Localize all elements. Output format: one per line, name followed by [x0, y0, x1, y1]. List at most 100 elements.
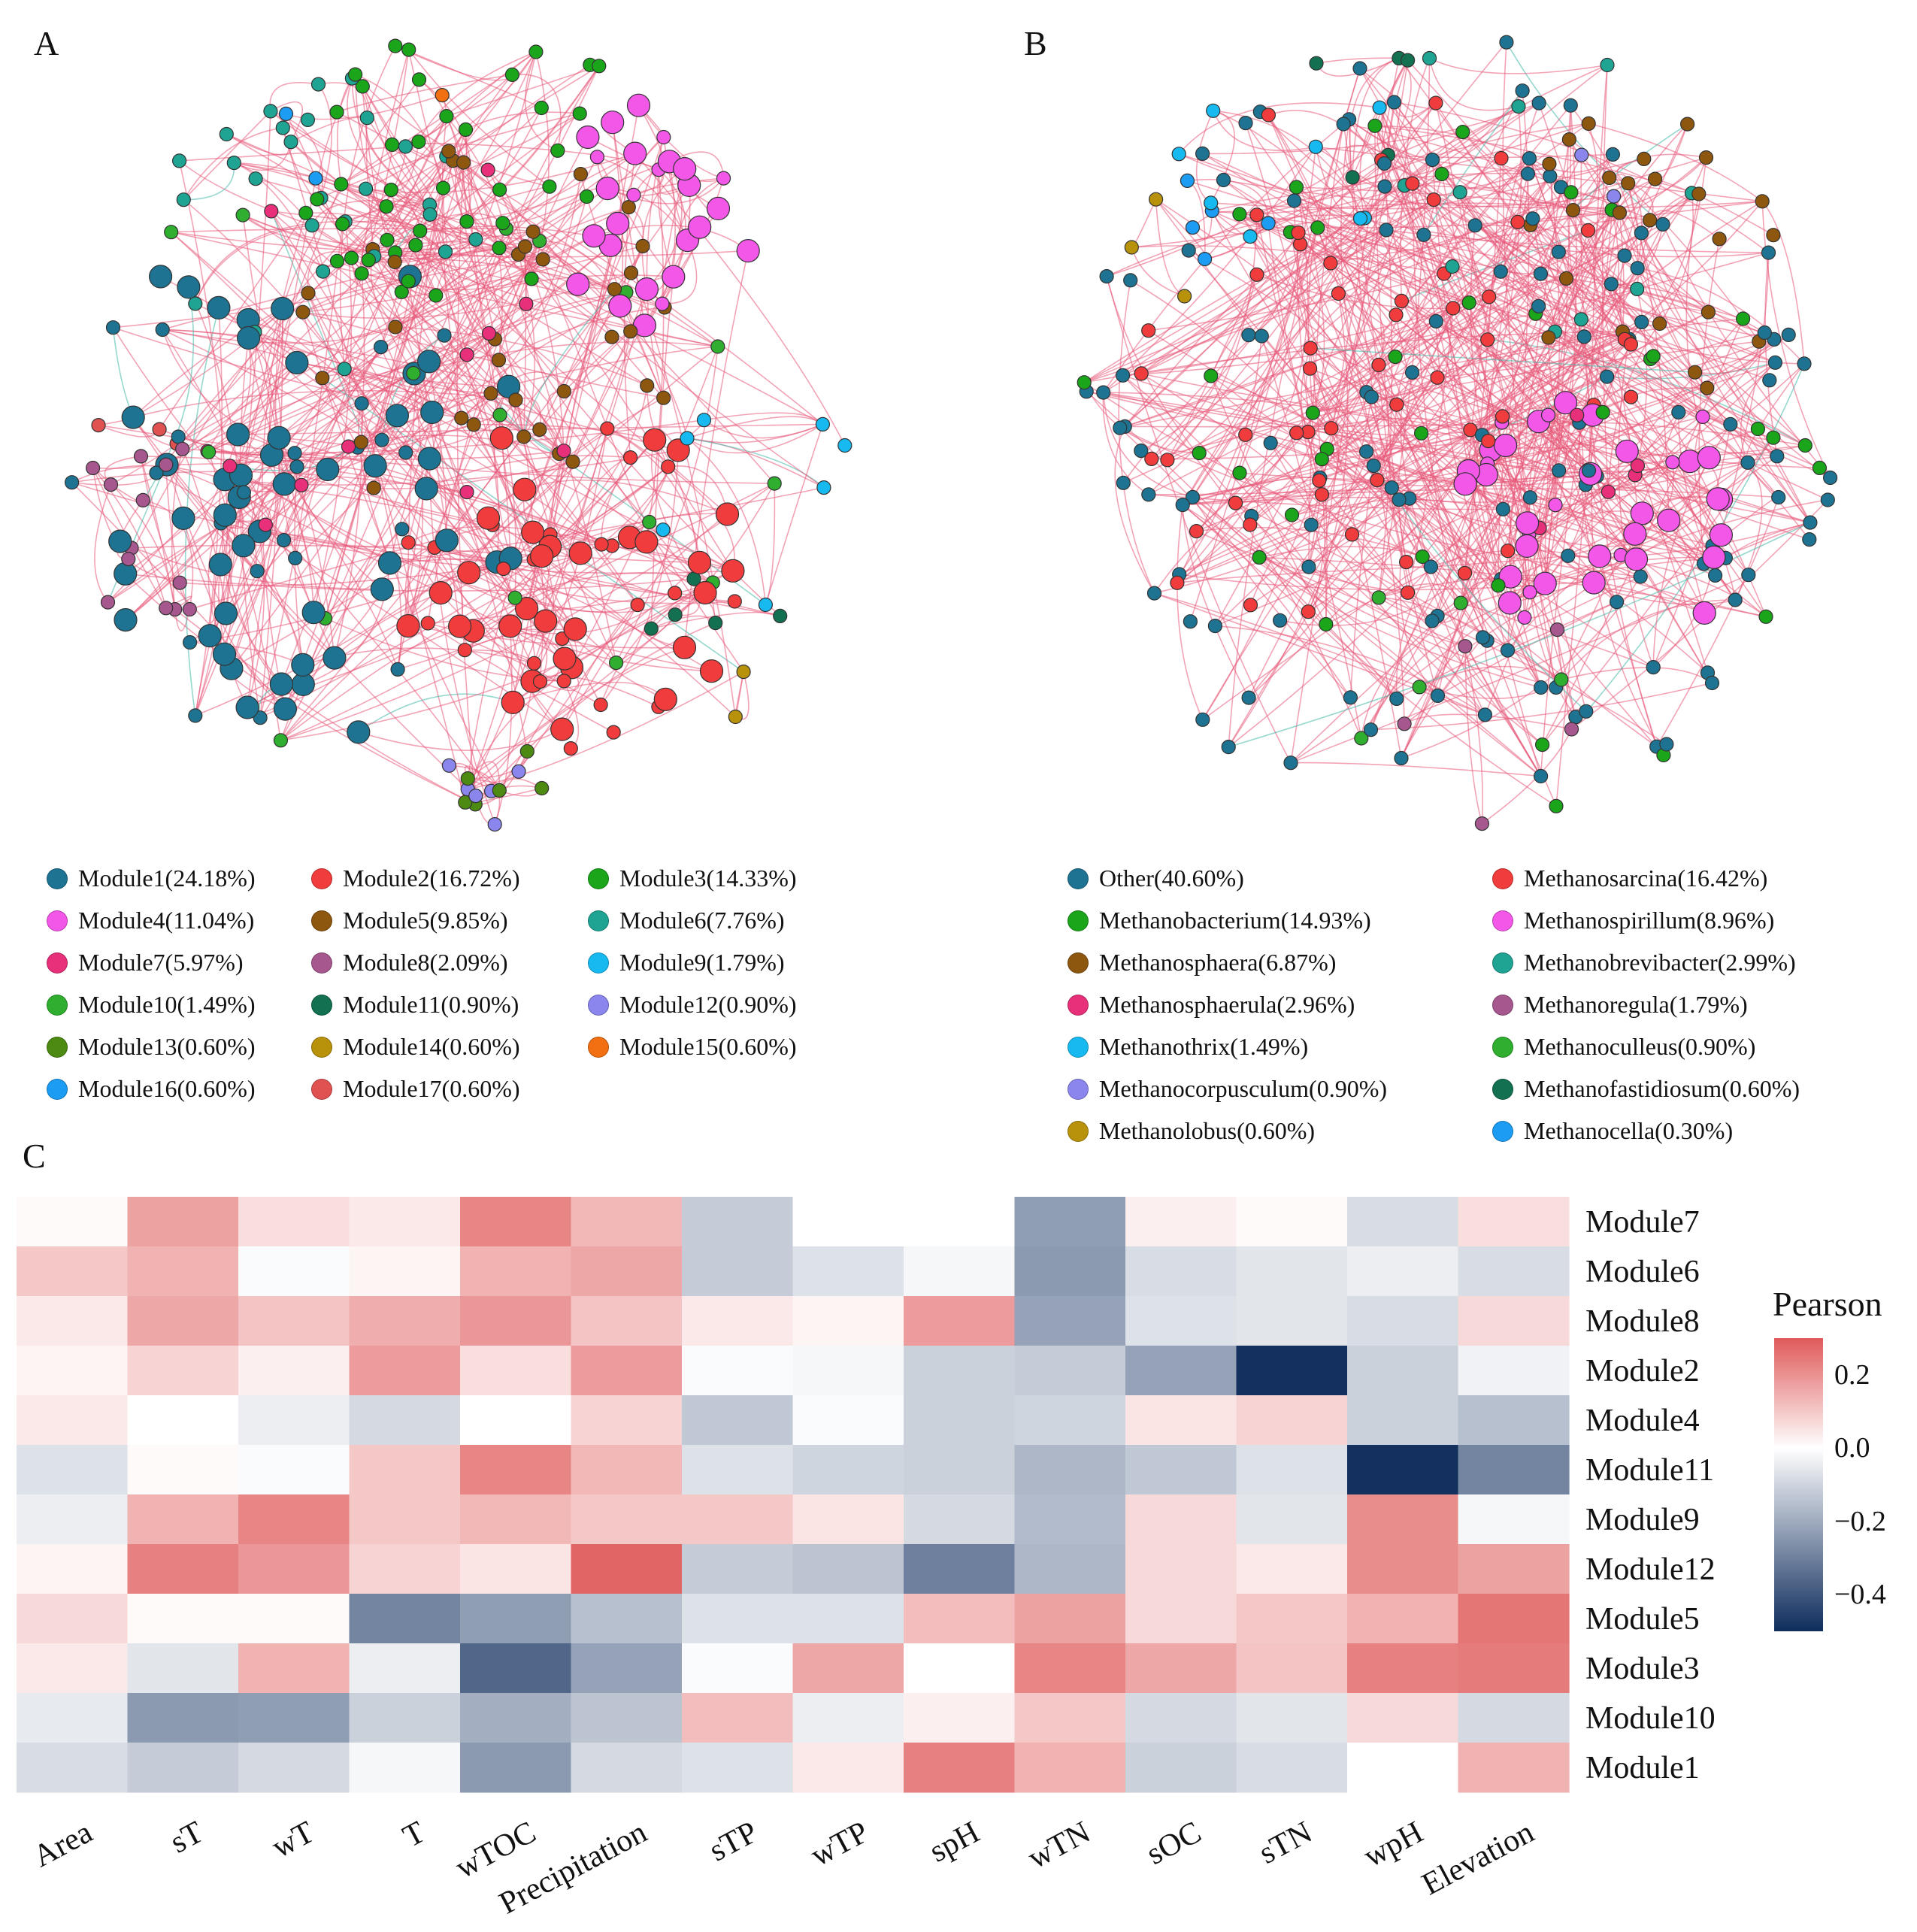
genus-node	[1453, 595, 1468, 610]
module-node	[341, 439, 356, 454]
module-node	[226, 422, 250, 447]
genus-node	[1646, 349, 1661, 364]
module-node	[188, 708, 203, 723]
module-node	[516, 429, 531, 444]
heatmap-cell	[792, 1494, 904, 1545]
network-edge	[265, 346, 382, 525]
network-edge	[395, 326, 648, 386]
module-node	[656, 129, 671, 145]
network-edge	[1337, 183, 1413, 295]
network-edge	[407, 373, 424, 626]
module-node	[480, 162, 495, 177]
genus-node	[1134, 443, 1149, 459]
heatmap-cell	[238, 1743, 350, 1793]
network-edge	[1349, 119, 1650, 221]
legend-label: Module8(2.09%)	[343, 949, 508, 976]
heatmap-cell	[349, 1395, 461, 1446]
network-edge	[1102, 392, 1149, 495]
module-node	[553, 647, 577, 671]
heatmap-column-label: wTN	[1022, 1815, 1096, 1876]
genus-node	[1397, 716, 1412, 731]
module-node	[429, 288, 444, 303]
module-node	[207, 295, 231, 319]
module-node	[524, 271, 539, 286]
network-edge	[408, 49, 550, 187]
network-edge	[1352, 57, 1400, 177]
heatmap-cell	[460, 1346, 572, 1396]
module-node	[177, 275, 201, 299]
heatmap-cell	[1347, 1494, 1459, 1545]
legend-swatch	[47, 910, 68, 931]
network-edge	[1202, 477, 1321, 720]
module-node	[172, 575, 187, 590]
heatmap-cell	[792, 1445, 904, 1495]
network-edge	[1153, 477, 1321, 594]
genus-node	[1543, 168, 1558, 183]
module-node	[534, 100, 549, 116]
module-node	[273, 733, 288, 748]
heatmap-cell	[460, 1494, 572, 1545]
heatmap-cell	[792, 1395, 904, 1446]
module-node	[519, 743, 535, 759]
genus-node	[1525, 211, 1540, 226]
genus-node	[1344, 527, 1360, 542]
module-node	[355, 79, 370, 94]
genus-node	[1134, 366, 1149, 381]
module-legend-item: Module14(0.60%)	[311, 1033, 520, 1061]
genus-node	[1612, 205, 1628, 220]
module-node	[656, 390, 671, 405]
module-node	[459, 484, 474, 500]
module-node	[492, 241, 507, 256]
genus-node	[1123, 273, 1138, 288]
heatmap-cell	[1458, 1197, 1570, 1247]
heatmap-cell	[682, 1594, 794, 1644]
heatmap-cell	[460, 1693, 572, 1743]
module-node	[635, 238, 650, 253]
genus-node	[1601, 484, 1616, 499]
network-edge	[1428, 58, 1519, 111]
module-node	[459, 347, 474, 362]
network-edge	[1212, 110, 1316, 151]
genus-node	[1228, 495, 1243, 510]
network-edge	[1528, 158, 1624, 332]
network-edge	[1544, 105, 1572, 584]
network-edge	[1280, 572, 1466, 626]
module-node	[273, 697, 297, 721]
network-edge	[646, 385, 669, 468]
network-edge	[1528, 158, 1709, 674]
network-edge	[419, 79, 468, 222]
module-node	[661, 459, 676, 474]
network-edge	[686, 423, 823, 454]
network-edge	[162, 329, 736, 718]
module-legend-item: Module15(0.60%)	[588, 1033, 797, 1061]
network-edge	[465, 129, 532, 280]
legend-swatch	[311, 1036, 332, 1058]
network-edge	[1290, 762, 1541, 777]
network-edge	[673, 177, 724, 277]
network-edge	[166, 189, 501, 465]
network-edge	[662, 240, 698, 304]
module-node	[606, 211, 630, 235]
network-edge	[1441, 174, 1576, 717]
genus-node	[1400, 585, 1416, 600]
network-edge	[92, 468, 129, 560]
module-node	[308, 171, 323, 186]
heatmap-cell	[1347, 1693, 1459, 1743]
network-edge	[524, 51, 559, 152]
network-edge	[467, 246, 644, 779]
network-edge	[427, 622, 614, 733]
module-node	[359, 111, 374, 126]
network-edge	[1437, 338, 1775, 616]
heatmap-cell	[1125, 1246, 1237, 1297]
network-edge	[518, 604, 638, 772]
genus-node	[1580, 223, 1596, 238]
heatmap-cell	[127, 1643, 239, 1694]
genus-legend-item: Methanocella(0.30%)	[1492, 1117, 1733, 1145]
genus-node	[1331, 286, 1346, 301]
heatmap-column-label: Elevation	[1416, 1815, 1540, 1902]
heatmap-cell	[1236, 1643, 1348, 1694]
genus-node	[1700, 304, 1716, 319]
heatmap-row-label: Module8	[1585, 1304, 1700, 1339]
module-node	[420, 400, 444, 425]
module-node	[595, 177, 619, 201]
